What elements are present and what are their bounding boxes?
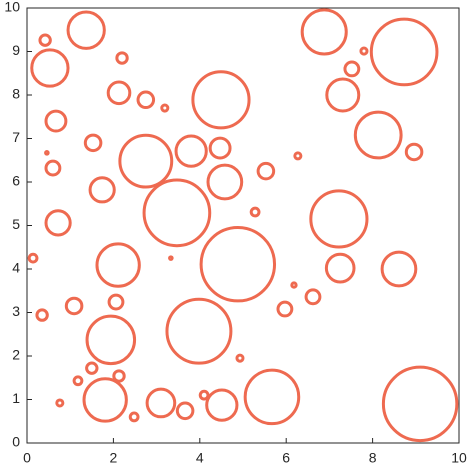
circle — [72, 375, 84, 387]
x-tick-label: 0 — [23, 450, 31, 466]
y-tick-label: 7 — [12, 129, 20, 145]
circle — [300, 8, 348, 56]
circle — [112, 369, 126, 383]
circle — [208, 136, 232, 160]
circle — [136, 90, 156, 110]
circle — [118, 133, 174, 189]
circle — [44, 109, 68, 133]
circle — [82, 377, 128, 423]
circle — [249, 206, 261, 218]
y-tick-label: 6 — [12, 173, 20, 189]
circle — [85, 314, 137, 366]
circle — [359, 46, 369, 56]
circle — [85, 361, 99, 375]
circle — [55, 398, 65, 408]
circle — [64, 296, 84, 316]
circle — [83, 133, 103, 153]
circle — [115, 51, 129, 65]
circle — [293, 151, 303, 161]
circle — [174, 134, 208, 168]
circle — [165, 297, 233, 365]
circle — [88, 176, 116, 204]
x-tick-label: 10 — [451, 450, 467, 466]
circle — [35, 308, 49, 322]
y-tick-label: 5 — [12, 216, 20, 232]
circle — [205, 388, 239, 422]
circle — [309, 189, 369, 249]
circle — [380, 250, 418, 288]
circle — [353, 110, 403, 160]
circle — [198, 389, 210, 401]
x-tick-label: 6 — [282, 450, 290, 466]
circle — [142, 178, 212, 248]
circle — [369, 17, 439, 87]
circle — [95, 242, 141, 288]
circle — [44, 150, 50, 156]
circle — [175, 401, 195, 421]
y-tick-label: 2 — [12, 347, 20, 363]
y-tick-label: 8 — [12, 86, 20, 102]
circle — [324, 252, 356, 284]
circle — [30, 48, 70, 88]
circle — [191, 70, 251, 130]
circle — [404, 142, 424, 162]
y-tick-label: 10 — [4, 0, 20, 15]
x-tick-label: 8 — [369, 450, 377, 466]
circle — [343, 60, 361, 78]
y-tick-label: 4 — [12, 260, 20, 276]
circle — [44, 209, 72, 237]
circle — [290, 281, 298, 289]
circle — [66, 10, 106, 50]
circle — [276, 300, 294, 318]
circle — [38, 33, 52, 47]
circle — [304, 288, 322, 306]
circle — [243, 368, 301, 426]
circle — [168, 255, 174, 261]
circle — [235, 353, 245, 363]
circle — [325, 77, 361, 113]
y-tick-label: 0 — [12, 434, 20, 450]
y-tick-label: 3 — [12, 303, 20, 319]
circle — [206, 163, 244, 201]
circle — [44, 159, 62, 177]
x-tick-label: 4 — [196, 450, 204, 466]
circle — [128, 411, 140, 423]
circle — [381, 365, 459, 443]
circle — [107, 293, 125, 311]
y-tick-label: 9 — [12, 42, 20, 58]
circle — [27, 252, 39, 264]
circle — [160, 103, 170, 113]
x-tick-label: 2 — [110, 450, 118, 466]
circle — [145, 387, 177, 419]
y-tick-label: 1 — [12, 390, 20, 406]
circle — [199, 225, 277, 303]
circle — [256, 161, 276, 181]
circle — [106, 80, 132, 106]
